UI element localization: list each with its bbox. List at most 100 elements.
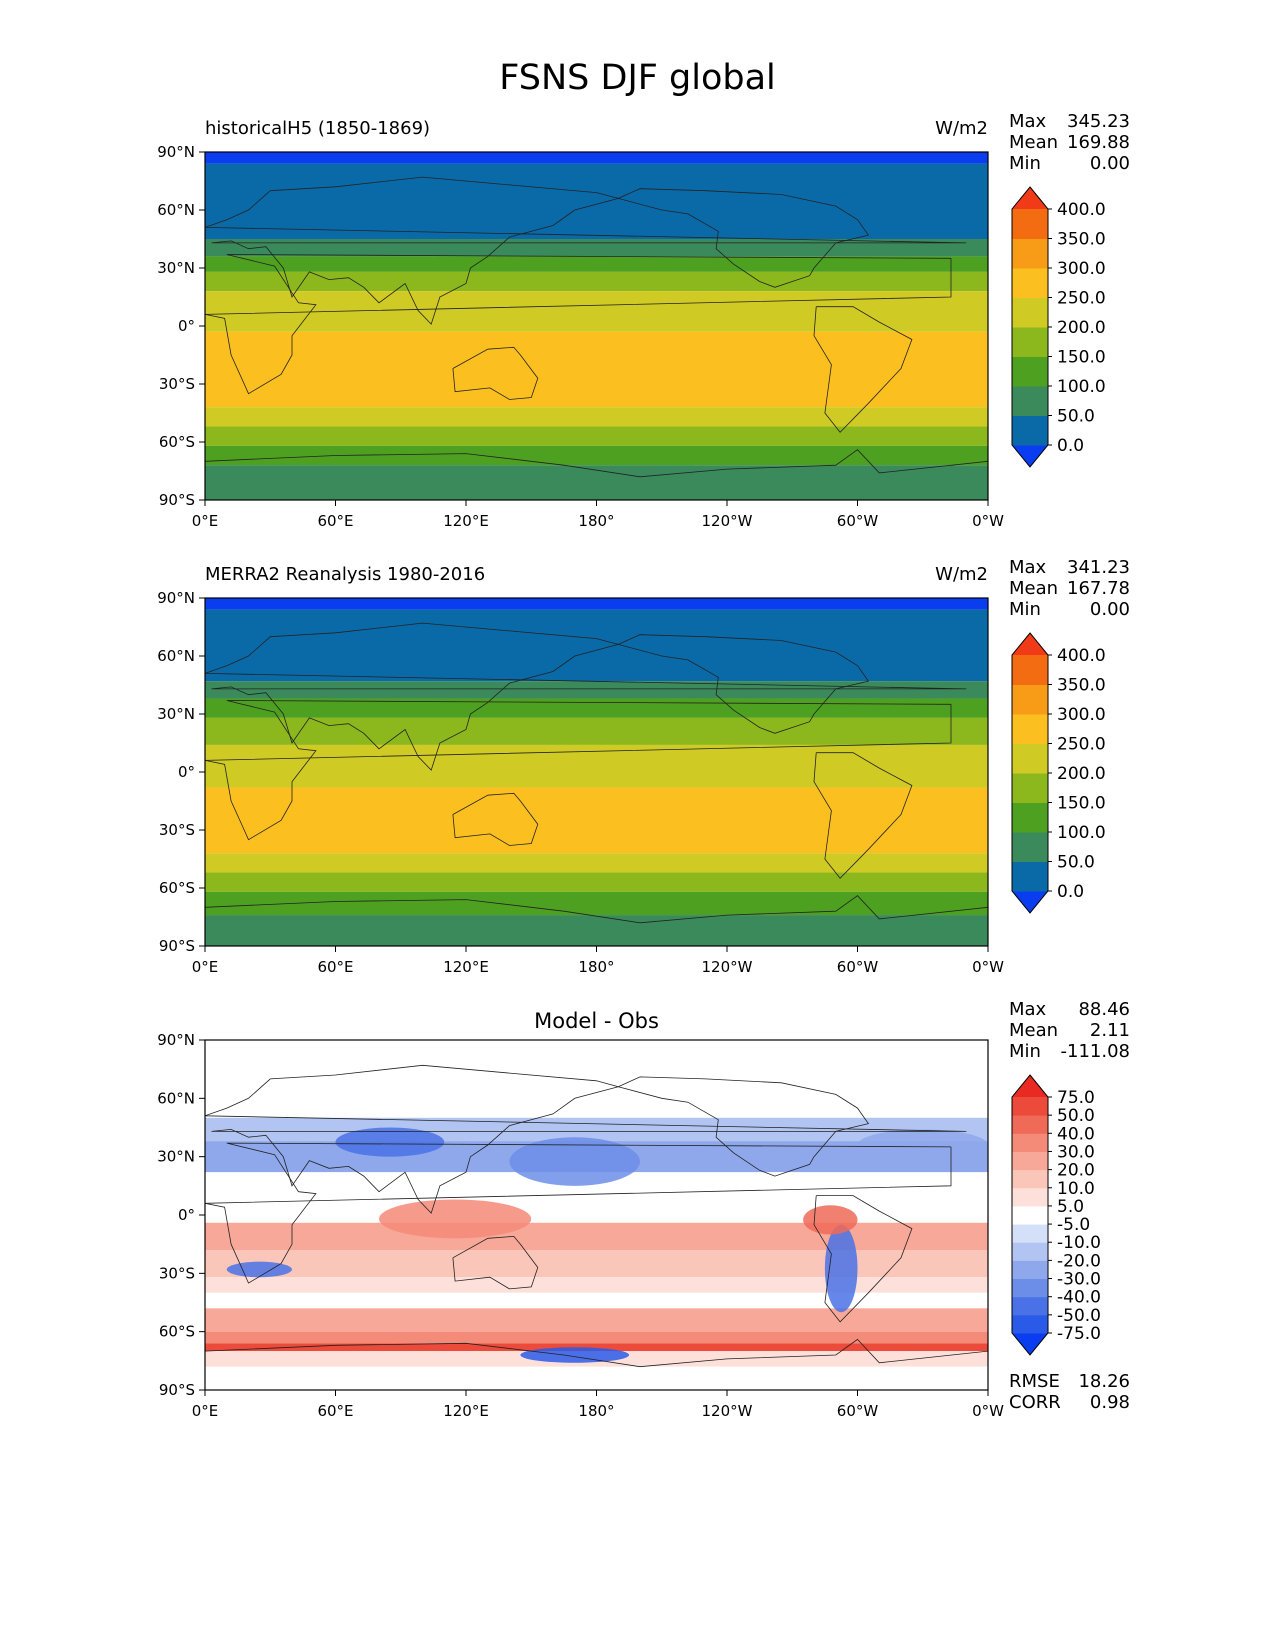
- y-tick-label: 30°S: [159, 375, 195, 393]
- y-tick-label: 90°S: [159, 491, 195, 509]
- zonal-band: [205, 598, 988, 610]
- coastline: [205, 895, 988, 946]
- colorbar-extend-high: [1012, 1075, 1048, 1097]
- figure-title: FSNS DJF global: [499, 58, 776, 98]
- coastline: [205, 254, 952, 395]
- x-tick-label: 0°E: [192, 958, 219, 976]
- y-tick-label: 60°N: [157, 201, 195, 219]
- x-tick-label: 0°W: [972, 1402, 1004, 1420]
- colorbar-segment: [1012, 1224, 1048, 1243]
- y-tick-label: 90°N: [157, 143, 195, 161]
- y-tick-label: 60°S: [159, 1323, 195, 1341]
- zonal-band: [205, 239, 988, 257]
- y-tick-label: 90°N: [157, 589, 195, 607]
- x-tick-label: 120°W: [702, 512, 753, 530]
- colorbar-segment: [1012, 684, 1048, 715]
- zonal-band: [205, 1222, 988, 1250]
- y-tick-label: 30°S: [159, 821, 195, 839]
- coastline: [813, 752, 913, 879]
- colorbar-segment: [1012, 1133, 1048, 1152]
- stat-label-max: Max: [1009, 999, 1047, 1020]
- colorbar-segment: [1012, 268, 1048, 298]
- coastline: [205, 622, 967, 771]
- zonal-band: [205, 163, 988, 239]
- coastline: [452, 792, 539, 846]
- x-tick-label: 120°E: [443, 958, 489, 976]
- stat-label-mean: Mean: [1009, 1020, 1058, 1041]
- stat-label-mean: Mean: [1009, 578, 1058, 599]
- x-tick-label: 120°W: [702, 958, 753, 976]
- metric-value-rmse: 18.26: [1078, 1371, 1130, 1392]
- stat-value-mean: 169.88: [1067, 132, 1130, 153]
- colorbar-label: 10.0: [1057, 1179, 1095, 1199]
- y-tick-label: 0°: [178, 1206, 195, 1224]
- stat-value-max: 88.46: [1078, 999, 1130, 1020]
- colorbar-segment: [1012, 1097, 1048, 1116]
- anomaly-region: [509, 1137, 640, 1186]
- stat-label-min: Min: [1009, 599, 1041, 620]
- zonal-band: [205, 271, 988, 292]
- colorbar-extend-low: [1012, 891, 1048, 913]
- colorbar-label: 200.0: [1057, 764, 1106, 784]
- zonal-band: [205, 331, 988, 408]
- colorbar-segment: [1012, 743, 1048, 774]
- zonal-band: [205, 787, 988, 854]
- coastline: [205, 1338, 988, 1390]
- x-tick-label: 0°W: [972, 512, 1004, 530]
- x-tick-label: 0°E: [192, 1402, 219, 1420]
- colorbar-label: 20.0: [1057, 1161, 1095, 1181]
- anomaly-region: [857, 1129, 988, 1161]
- zonal-band: [205, 445, 988, 466]
- zonal-band: [205, 1199, 988, 1223]
- zonal-band: [205, 1250, 988, 1278]
- colorbar-label: 50.0: [1057, 1106, 1095, 1126]
- y-tick-label: 90°S: [159, 937, 195, 955]
- y-tick-label: 0°: [178, 317, 195, 335]
- colorbar-label: 5.0: [1057, 1197, 1084, 1217]
- colorbar-segment: [1012, 1151, 1048, 1171]
- colorbar-extend-high: [1012, 633, 1048, 655]
- colorbar-extend-low: [1012, 445, 1048, 467]
- zonal-band: [205, 1331, 988, 1344]
- zonal-band: [205, 1366, 988, 1390]
- y-tick-label: 30°N: [157, 1148, 195, 1166]
- coastline: [618, 634, 870, 734]
- colorbar-label: 40.0: [1057, 1124, 1095, 1144]
- coastline: [205, 1064, 967, 1214]
- x-tick-label: 60°W: [837, 512, 879, 530]
- colorbar-segment: [1012, 415, 1048, 446]
- colorbar-label: 50.0: [1057, 853, 1095, 873]
- stat-label-min: Min: [1009, 1041, 1041, 1062]
- colorbar-label: -20.0: [1057, 1251, 1101, 1271]
- stat-value-min: 0.00: [1090, 153, 1130, 174]
- colorbar-extend-low: [1012, 1333, 1048, 1355]
- coastline: [205, 700, 952, 841]
- coastline: [205, 449, 988, 500]
- stat-value-min: 0.00: [1090, 599, 1130, 620]
- x-tick-label: 60°E: [317, 958, 353, 976]
- colorbar-label: 250.0: [1057, 735, 1106, 755]
- stat-label-max: Max: [1009, 111, 1047, 132]
- colorbar-segment: [1012, 1187, 1048, 1207]
- units-label: W/m2: [935, 564, 988, 585]
- colorbar-segment: [1012, 1296, 1048, 1316]
- colorbar-label: 150.0: [1057, 794, 1106, 814]
- colorbar-label: 30.0: [1057, 1142, 1095, 1162]
- coastline: [618, 188, 870, 288]
- x-tick-label: 60°W: [837, 1402, 879, 1420]
- colorbar-label: 400.0: [1057, 646, 1106, 666]
- coastline: [618, 1076, 870, 1177]
- zonal-band: [205, 1292, 988, 1309]
- coastline: [452, 1235, 539, 1290]
- zonal-band: [205, 407, 988, 427]
- map-field: [205, 1040, 988, 1390]
- stat-value-max: 345.23: [1067, 111, 1130, 132]
- x-tick-label: 0°E: [192, 512, 219, 530]
- colorbar-segment: [1012, 714, 1048, 744]
- zonal-band: [205, 152, 988, 164]
- map-field: [205, 598, 988, 946]
- colorbar-segment: [1012, 238, 1048, 269]
- zonal-band: [205, 681, 988, 699]
- zonal-band: [205, 1277, 988, 1293]
- colorbar-label: 300.0: [1057, 259, 1106, 279]
